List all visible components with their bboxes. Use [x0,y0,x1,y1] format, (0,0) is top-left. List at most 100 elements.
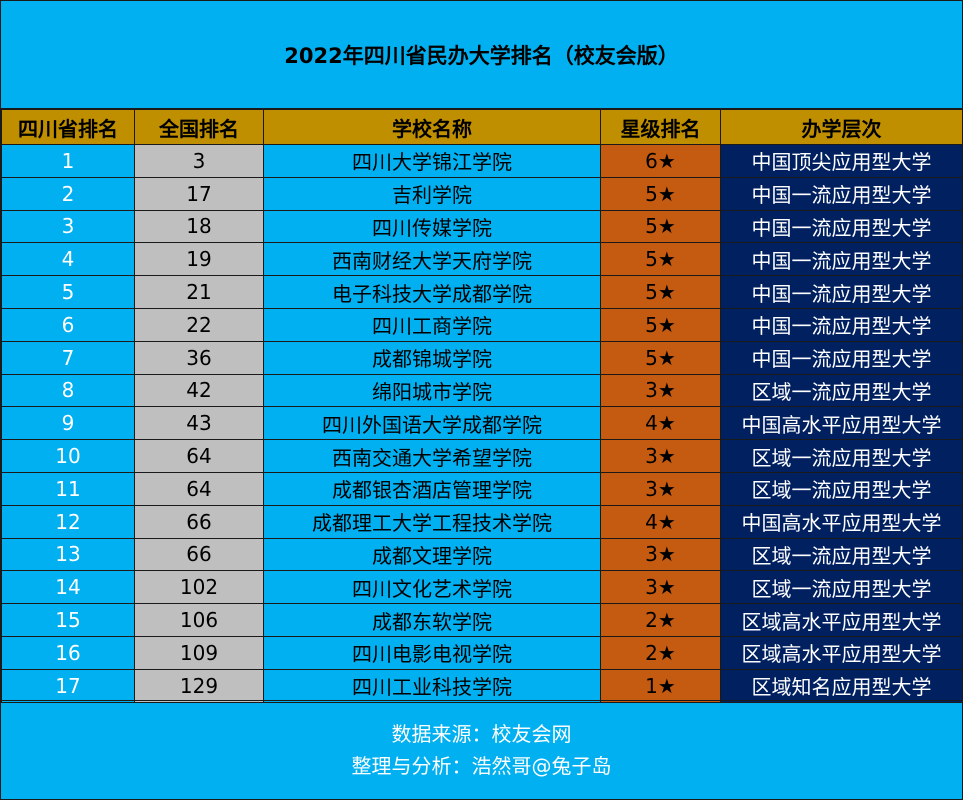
school-name-cell: 四川大学锦江学院 [263,144,601,178]
table-row: 15 106 成都东软学院 2★ 区域高水平应用型大学 [1,603,963,637]
table-row: 1 3 四川大学锦江学院 6★ 中国顶尖应用型大学 [1,144,963,178]
school-level-cell: 区域高水平应用型大学 [720,603,963,637]
page-title: 2022年四川省民办大学排名（校友会版） [1,1,962,109]
national-rank-cell: 102 [134,570,264,605]
province-rank-cell: 6 [1,307,135,342]
national-rank-cell: 66 [134,504,264,539]
star-rating-cell: 4★ [600,406,721,441]
star-rating-cell: 5★ [600,242,721,277]
province-rank-cell: 4 [1,242,135,277]
national-rank-cell: 3 [134,144,264,178]
table-row: 9 43 四川外国语大学成都学院 4★ 中国高水平应用型大学 [1,406,963,441]
national-rank-cell: 106 [134,603,264,637]
header-school-name: 学校名称 [263,109,601,145]
table-row: 8 42 绵阳城市学院 3★ 区域一流应用型大学 [1,373,963,408]
school-level-cell: 中国一流应用型大学 [720,340,963,375]
national-rank-cell: 19 [134,242,264,277]
province-rank-cell: 15 [1,603,135,637]
national-rank-cell: 64 [134,439,264,473]
school-name-cell: 成都文理学院 [263,537,601,572]
star-rating-cell: 3★ [600,373,721,408]
star-rating-cell: 2★ [600,603,721,637]
school-level-cell: 中国一流应用型大学 [720,209,963,244]
school-name-cell: 西南交通大学希望学院 [263,439,601,473]
school-name-cell: 四川外国语大学成都学院 [263,406,601,441]
star-rating-cell: 5★ [600,340,721,375]
star-rating-cell: 1★ [600,668,721,703]
table-row: 6 22 四川工商学院 5★ 中国一流应用型大学 [1,307,963,342]
header-star-rating: 星级排名 [600,109,721,145]
national-rank-cell: 66 [134,537,264,572]
school-level-cell: 区域高水平应用型大学 [720,635,963,670]
province-rank-cell: 10 [1,439,135,473]
star-rating-cell: 3★ [600,439,721,473]
school-name-cell: 成都银杏酒店管理学院 [263,471,601,506]
table-row: 10 64 西南交通大学希望学院 3★ 区域一流应用型大学 [1,439,963,473]
school-level-cell: 区域一流应用型大学 [720,373,963,408]
credit-note: 整理与分析：浩然哥@兔子岛 [351,754,612,778]
school-name-cell: 西南财经大学天府学院 [263,242,601,277]
national-rank-cell: 18 [134,209,264,244]
province-rank-cell: 17 [1,668,135,703]
star-rating-cell: 3★ [600,471,721,506]
table-header-row: 四川省排名 全国排名 学校名称 星级排名 办学层次 [1,109,963,145]
national-rank-cell: 17 [134,176,264,211]
star-rating-cell: 5★ [600,307,721,342]
national-rank-cell: 42 [134,373,264,408]
table-row: 13 66 成都文理学院 3★ 区域一流应用型大学 [1,537,963,572]
star-rating-cell: 3★ [600,570,721,605]
table-body: 1 3 四川大学锦江学院 6★ 中国顶尖应用型大学 2 17 吉利学院 5★ 中国一流应用型大学 3… [1,144,963,703]
school-level-cell: 中国顶尖应用型大学 [720,144,963,178]
footer: 数据来源：校友会网 整理与分析：浩然哥@兔子岛 [1,700,962,799]
header-province-rank: 四川省排名 [1,109,135,145]
school-level-cell: 中国高水平应用型大学 [720,406,963,441]
school-level-cell: 区域一流应用型大学 [720,570,963,605]
star-rating-cell: 4★ [600,504,721,539]
province-rank-cell: 14 [1,570,135,605]
header-national-rank: 全国排名 [134,109,264,145]
data-source-note: 数据来源：校友会网 [391,722,572,746]
table-row: 3 18 四川传媒学院 5★ 中国一流应用型大学 [1,209,963,244]
star-rating-cell: 3★ [600,537,721,572]
national-rank-cell: 22 [134,307,264,342]
province-rank-cell: 16 [1,635,135,670]
school-name-cell: 成都理工大学工程技术学院 [263,504,601,539]
table-row: 17 129 四川工业科技学院 1★ 区域知名应用型大学 [1,668,963,703]
table-row: 2 17 吉利学院 5★ 中国一流应用型大学 [1,176,963,211]
school-name-cell: 绵阳城市学院 [263,373,601,408]
table-row: 7 36 成都锦城学院 5★ 中国一流应用型大学 [1,340,963,375]
school-name-cell: 四川工业科技学院 [263,668,601,703]
province-rank-cell: 2 [1,176,135,211]
school-level-cell: 区域一流应用型大学 [720,537,963,572]
national-rank-cell: 43 [134,406,264,441]
school-level-cell: 中国一流应用型大学 [720,307,963,342]
school-name-cell: 四川电影电视学院 [263,635,601,670]
school-name-cell: 四川工商学院 [263,307,601,342]
table-row: 12 66 成都理工大学工程技术学院 4★ 中国高水平应用型大学 [1,504,963,539]
national-rank-cell: 109 [134,635,264,670]
province-rank-cell: 12 [1,504,135,539]
province-rank-cell: 7 [1,340,135,375]
school-name-cell: 成都锦城学院 [263,340,601,375]
star-rating-cell: 6★ [600,144,721,178]
national-rank-cell: 36 [134,340,264,375]
school-level-cell: 中国一流应用型大学 [720,242,963,277]
star-rating-cell: 5★ [600,209,721,244]
school-level-cell: 区域一流应用型大学 [720,439,963,473]
table-row: 4 19 西南财经大学天府学院 5★ 中国一流应用型大学 [1,242,963,277]
school-level-cell: 中国一流应用型大学 [720,176,963,211]
header-school-level: 办学层次 [720,109,963,145]
table-row: 16 109 四川电影电视学院 2★ 区域高水平应用型大学 [1,635,963,670]
star-rating-cell: 5★ [600,275,721,309]
school-name-cell: 电子科技大学成都学院 [263,275,601,309]
table-row: 14 102 四川文化艺术学院 3★ 区域一流应用型大学 [1,570,963,605]
province-rank-cell: 1 [1,144,135,178]
province-rank-cell: 5 [1,275,135,309]
province-rank-cell: 11 [1,471,135,506]
national-rank-cell: 129 [134,668,264,703]
school-name-cell: 四川传媒学院 [263,209,601,244]
province-rank-cell: 8 [1,373,135,408]
ranking-table: 四川省排名 全国排名 学校名称 星级排名 办学层次 1 3 四川大学锦江学院 6★ 中国… [1,109,963,703]
school-level-cell: 中国高水平应用型大学 [720,504,963,539]
